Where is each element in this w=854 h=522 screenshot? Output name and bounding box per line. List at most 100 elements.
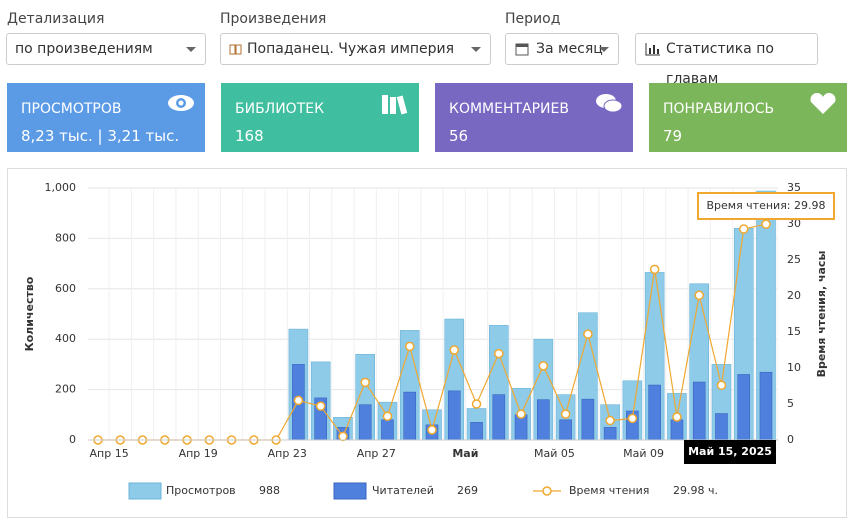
point — [382, 411, 393, 421]
x-tooltip: Май 15, 2025 — [688, 445, 772, 458]
select-value: по произведениям — [15, 41, 153, 57]
x-tick-label: Апр 19 — [179, 447, 218, 460]
legend-label: Время чтения — [569, 484, 649, 497]
bar — [559, 419, 572, 441]
point — [672, 412, 682, 422]
select-value: Попаданец. Чужая империя — [247, 41, 455, 57]
calendar-icon — [515, 43, 529, 56]
y-tick-label: 0 — [69, 433, 76, 446]
bar — [447, 390, 461, 441]
bar — [581, 398, 595, 441]
point — [716, 380, 727, 391]
legend-value: 29.98 ч. — [673, 484, 718, 497]
y2-axis-title: Время чтения, часы — [815, 251, 828, 378]
y-axis-title: Количество — [23, 276, 36, 351]
bar — [403, 391, 417, 441]
legend-value: 269 — [457, 484, 478, 497]
card-value: 56 — [449, 127, 469, 145]
eye-icon — [168, 95, 194, 111]
stat-card: ПОНРАВИЛОСЬ 79 — [649, 83, 847, 152]
point — [427, 425, 437, 435]
filter-label: Произведения — [220, 11, 327, 27]
point — [560, 409, 571, 419]
point — [538, 361, 549, 371]
x-tick-label: Апр 27 — [357, 447, 396, 460]
x-tick-label: Апр 23 — [268, 447, 307, 460]
point — [761, 219, 771, 229]
y2-tick-label: 35 — [787, 181, 801, 194]
select[interactable]: За месяц — [505, 33, 619, 65]
y2-tick-label: 30 — [787, 217, 801, 230]
y2-tick-label: 5 — [787, 397, 794, 410]
books-icon — [382, 95, 408, 115]
point — [404, 341, 415, 352]
bar — [603, 427, 617, 441]
legend-swatch — [128, 482, 162, 500]
stat-card: ПРОСМОТРОВ 8,23 тыс. | 3,21 тыс. — [7, 83, 205, 152]
bar — [492, 394, 506, 441]
point — [649, 264, 660, 275]
card-title: БИБЛИОТЕК — [235, 101, 325, 117]
x-tooltip-box — [684, 440, 776, 464]
bar — [381, 419, 394, 441]
point — [338, 431, 348, 442]
bar — [759, 371, 773, 441]
x-tick-label: Май 09 — [623, 447, 664, 460]
point — [516, 409, 526, 419]
legend-value: 988 — [259, 484, 280, 497]
card-title: ПРОСМОТРОВ — [21, 101, 122, 117]
stat-card: БИБЛИОТЕК 168 — [221, 83, 419, 152]
bar — [715, 413, 728, 441]
legend-label: Читателей — [372, 484, 434, 497]
x-tick-label: Май 05 — [534, 447, 575, 460]
bar — [470, 422, 483, 441]
card-value: 8,23 тыс. | 3,21 тыс. — [21, 127, 180, 145]
select-value: За месяц — [536, 41, 603, 57]
y2-tick-label: 20 — [787, 289, 801, 302]
heart-icon — [810, 93, 836, 114]
select[interactable]: Попаданец. Чужая империя — [220, 33, 491, 65]
x-tick-label: Май — [452, 447, 478, 460]
legend-label: Просмотров — [166, 484, 236, 497]
bar — [670, 419, 684, 441]
y-tick-label: 200 — [55, 383, 76, 396]
y2-tick-label: 0 — [787, 433, 794, 446]
comments-icon — [596, 94, 623, 113]
y2-tick-label: 25 — [787, 253, 801, 266]
bar — [358, 404, 372, 441]
y2-tick-label: 15 — [787, 325, 801, 338]
card-title: ПОНРАВИЛОСЬ — [663, 101, 775, 117]
bar — [692, 381, 706, 441]
point — [738, 224, 749, 234]
point — [494, 348, 504, 359]
select[interactable]: по произведениям — [6, 33, 206, 65]
x-tick-label: Апр 15 — [90, 447, 129, 460]
tooltip-box — [697, 192, 835, 220]
card-value: 168 — [235, 127, 264, 145]
point — [315, 401, 326, 411]
card-title: КОММЕНТАРИЕВ — [449, 101, 569, 117]
point — [627, 413, 638, 424]
filter-label: Детализация — [7, 11, 105, 27]
chart-icon — [645, 43, 660, 56]
y-tick-label: 1,000 — [45, 181, 77, 194]
y-tick-label: 600 — [55, 282, 76, 295]
point — [471, 399, 482, 409]
card-value: 79 — [663, 127, 683, 145]
button[interactable]: Статистика по главам — [635, 33, 818, 87]
point — [360, 377, 370, 388]
y2-tick-label: 10 — [787, 361, 801, 374]
book-icon — [229, 44, 242, 55]
bar — [737, 374, 751, 441]
y-tick-label: 800 — [55, 231, 76, 244]
legend-swatch — [333, 482, 367, 500]
bar — [648, 384, 661, 441]
chart-panel — [7, 168, 847, 518]
point — [293, 395, 304, 406]
filter-label: Период — [505, 11, 561, 27]
point — [605, 415, 615, 426]
point — [583, 329, 593, 339]
point — [449, 345, 460, 355]
